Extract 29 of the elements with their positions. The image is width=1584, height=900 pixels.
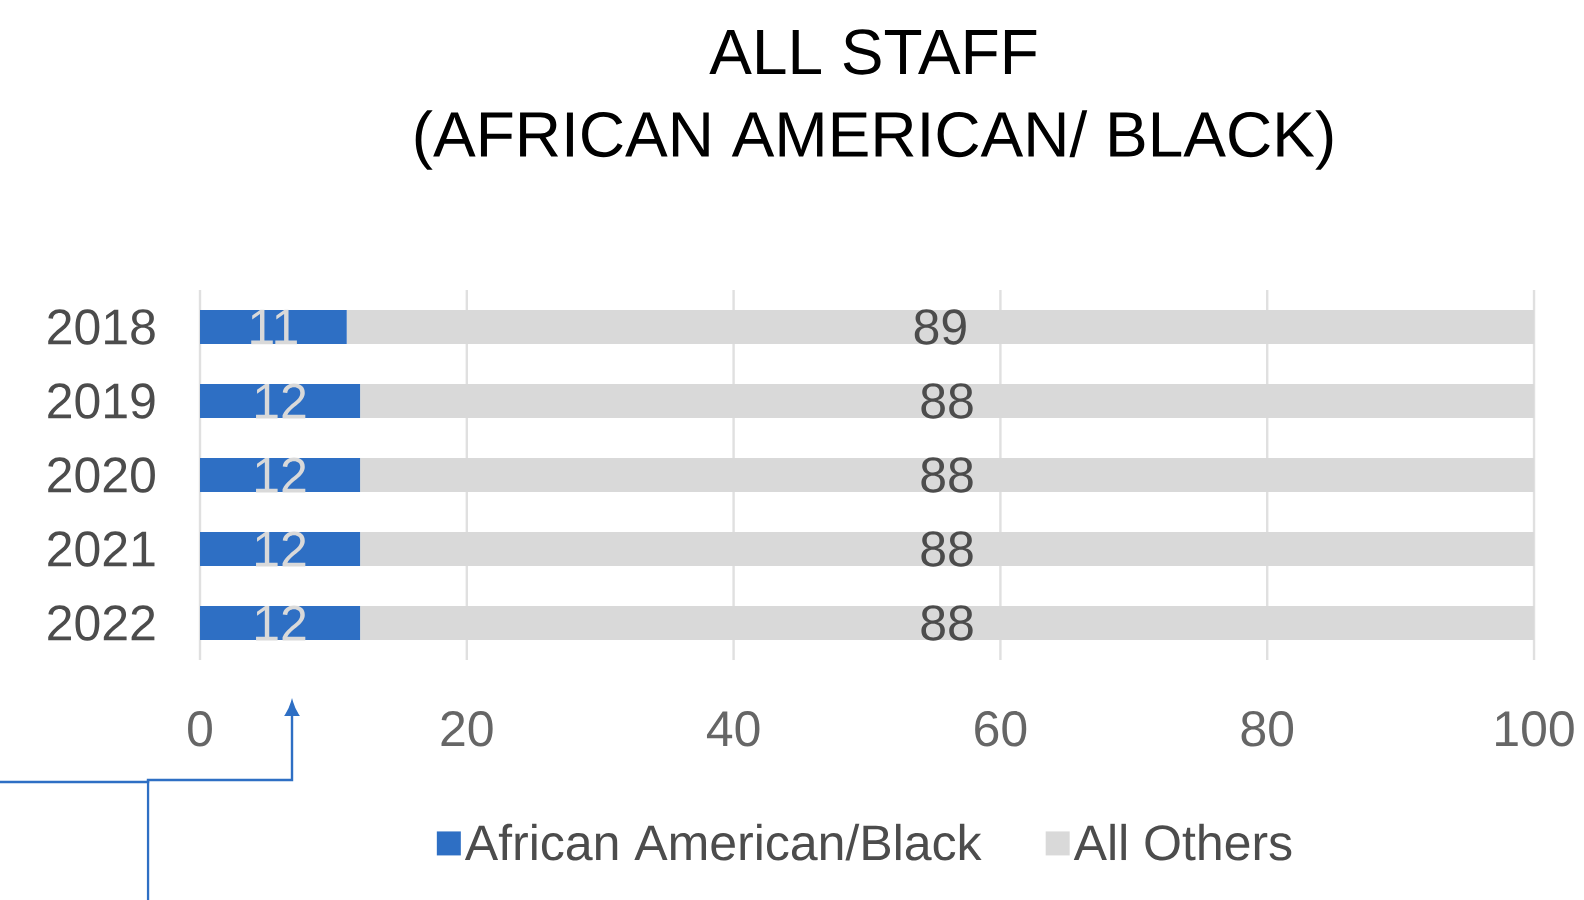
bar [200, 606, 361, 641]
y-tick-label: 2022 [48, 605, 155, 641]
bar [200, 458, 361, 493]
y-tick-label: 2021 [48, 531, 155, 567]
data-label: 11 [251, 309, 297, 345]
x-tick-label: 0 [188, 711, 212, 747]
y-tick-label: 2018 [48, 309, 155, 345]
x-tick-label: 80 [1241, 711, 1294, 747]
legend-label: African American/Black [464, 823, 982, 861]
chart-subtitle: (AFRICAN AMERICAN/ BLACK) [415, 110, 1333, 170]
bar [200, 532, 361, 566]
x-tick-label: 40 [706, 711, 760, 747]
data-label: 88 [921, 383, 973, 419]
bar [200, 384, 361, 419]
data-label: 88 [921, 457, 973, 493]
chart-title: ALL STAFF [709, 29, 1037, 75]
data-label: 88 [921, 531, 973, 567]
data-label: 89 [914, 309, 966, 345]
y-tick-label: 2020 [48, 457, 155, 493]
x-tick-label: 20 [441, 711, 493, 747]
data-label: 12 [256, 383, 306, 419]
x-tick-label: 60 [975, 711, 1027, 747]
data-label: 12 [256, 605, 306, 641]
data-label: 12 [256, 457, 306, 493]
y-tick-label: 2019 [48, 383, 155, 419]
legend-label: All Others [1073, 823, 1292, 861]
data-label: 88 [921, 605, 973, 641]
x-tick-label: 100 [1496, 711, 1574, 747]
data-label: 12 [256, 531, 306, 567]
